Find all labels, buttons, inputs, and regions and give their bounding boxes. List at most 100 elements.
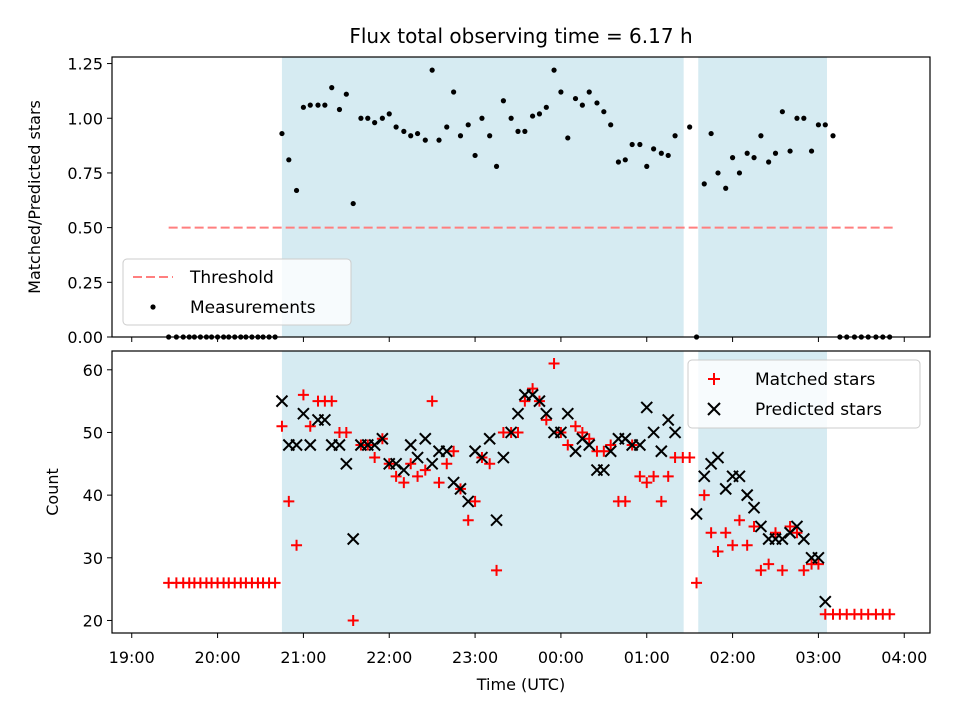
predicted-star-point bbox=[511, 407, 525, 420]
measurement-point bbox=[586, 89, 592, 95]
legend-matched-label: Matched stars bbox=[755, 370, 875, 390]
matched-star-point bbox=[712, 546, 724, 558]
measurement-point bbox=[558, 89, 564, 95]
measurement-point bbox=[651, 146, 657, 152]
matched-star-point bbox=[791, 527, 803, 539]
matched-star-point bbox=[769, 527, 781, 539]
measurement-point bbox=[672, 133, 678, 139]
measurement-point bbox=[751, 155, 757, 161]
predicted-star-point bbox=[497, 451, 510, 464]
predicted-star-point bbox=[340, 457, 353, 471]
y-tick-label: 30 bbox=[83, 549, 103, 568]
matched-star-point bbox=[655, 495, 667, 507]
predicted-star-point bbox=[454, 482, 467, 496]
measurement-point bbox=[779, 109, 785, 115]
predicted-star-point bbox=[297, 407, 310, 420]
measurement-point bbox=[822, 122, 828, 128]
matched-star-point bbox=[605, 439, 617, 451]
matched-star-point bbox=[540, 414, 552, 426]
matched-star-point bbox=[297, 389, 309, 401]
predicted-star-point bbox=[490, 513, 503, 527]
measurement-point bbox=[300, 104, 307, 110]
measurement-point bbox=[615, 159, 622, 165]
matched-star-point bbox=[884, 608, 896, 620]
matched-star-point bbox=[784, 520, 796, 532]
measurement-point bbox=[715, 170, 721, 176]
measurement-point bbox=[701, 181, 707, 187]
matched-star-point bbox=[812, 558, 824, 570]
measurement-point bbox=[343, 91, 349, 97]
measurement-point bbox=[629, 141, 635, 148]
matched-star-point bbox=[412, 470, 424, 482]
matched-star-point bbox=[512, 426, 524, 438]
matched-star-point bbox=[705, 527, 717, 539]
measurement-point bbox=[408, 133, 414, 139]
predicted-star-point bbox=[797, 532, 811, 546]
predicted-star-point bbox=[333, 438, 346, 452]
measurements-points bbox=[166, 67, 893, 340]
x-tick-label: 04:00 bbox=[881, 648, 927, 667]
predicted-star-point bbox=[290, 438, 303, 452]
predicted-star-point bbox=[569, 445, 582, 458]
y-tick-label: 0.75 bbox=[67, 164, 103, 183]
y-tick-label: 20 bbox=[83, 611, 103, 630]
matched-star-point bbox=[269, 577, 281, 589]
matched-star-point bbox=[727, 539, 739, 551]
predicted-star-point bbox=[661, 413, 675, 427]
x-axis-label: Time (UTC) bbox=[476, 675, 565, 694]
measurement-point bbox=[293, 187, 300, 194]
observing-interval-1 bbox=[698, 57, 827, 337]
predicted-star-point bbox=[504, 426, 518, 439]
matched-star-point bbox=[619, 495, 631, 507]
matched-star-point bbox=[720, 527, 732, 539]
matched-star-point bbox=[648, 470, 660, 482]
measurement-point bbox=[536, 111, 543, 117]
measurement-point bbox=[572, 95, 579, 102]
ratio-y-axis-label: Matched/Predicted stars bbox=[25, 100, 44, 294]
x-tick-label: 22:00 bbox=[366, 648, 412, 667]
measurement-point bbox=[522, 128, 528, 134]
predicted-star-point bbox=[397, 463, 411, 477]
measurement-point bbox=[414, 130, 421, 137]
predicted-star-point bbox=[346, 532, 360, 546]
measurement-point bbox=[658, 150, 664, 156]
measurement-point bbox=[286, 157, 292, 163]
legend-predicted-swatch bbox=[707, 402, 721, 416]
measurement-point bbox=[444, 124, 450, 130]
matched-star-point bbox=[491, 564, 503, 576]
y-tick-label: 0.25 bbox=[67, 273, 103, 292]
measurement-point bbox=[637, 141, 643, 148]
measurement-point bbox=[315, 102, 321, 108]
measurement-point bbox=[565, 135, 571, 141]
matched-star-point bbox=[276, 420, 288, 432]
matched-star-point bbox=[426, 395, 438, 407]
predicted-star-point bbox=[304, 438, 317, 452]
predicted-star-point bbox=[740, 488, 754, 502]
matched-star-point bbox=[291, 539, 303, 551]
matched-star-point bbox=[469, 495, 481, 507]
measurement-point bbox=[622, 157, 628, 163]
predicted-star-point bbox=[698, 470, 711, 483]
matched-star-point bbox=[583, 433, 595, 445]
measurement-point bbox=[687, 124, 693, 130]
predicted-star-point bbox=[462, 495, 475, 508]
matched-star-point bbox=[283, 495, 295, 507]
predicted-star-point bbox=[376, 432, 389, 445]
count-y-axis-label: Count bbox=[43, 468, 62, 516]
predicted-star-point bbox=[389, 457, 403, 471]
predicted-star-point bbox=[411, 451, 424, 464]
measurement-point bbox=[279, 130, 285, 137]
measurement-point bbox=[543, 104, 549, 110]
matched-star-point bbox=[598, 445, 610, 457]
predicted-star-point bbox=[690, 507, 703, 521]
matched-star-point bbox=[691, 577, 703, 589]
matched-star-point bbox=[326, 395, 338, 407]
measurement-point bbox=[393, 124, 399, 130]
measurement-point bbox=[729, 155, 736, 161]
predicted-star-point bbox=[561, 407, 574, 420]
predicted-star-point bbox=[733, 470, 746, 483]
measurement-point bbox=[830, 133, 836, 139]
measurement-point bbox=[594, 100, 600, 106]
predicted-star-point bbox=[540, 407, 553, 420]
